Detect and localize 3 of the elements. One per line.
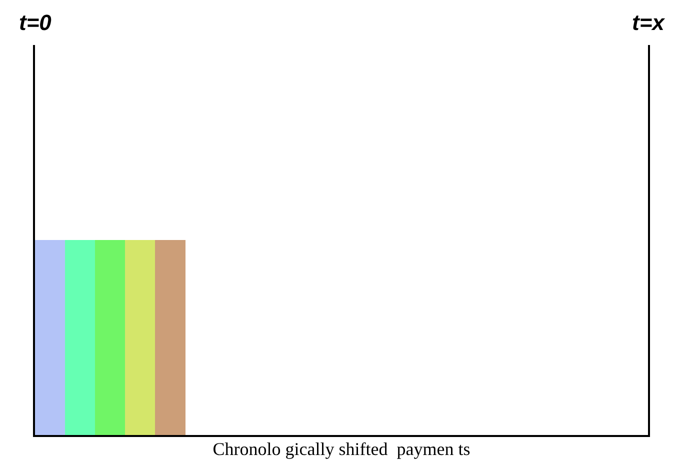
x-axis-title: Chronolo gically shifted paymen ts (212, 439, 470, 459)
text: t=0 (19, 10, 52, 35)
text: t=x (632, 10, 666, 35)
